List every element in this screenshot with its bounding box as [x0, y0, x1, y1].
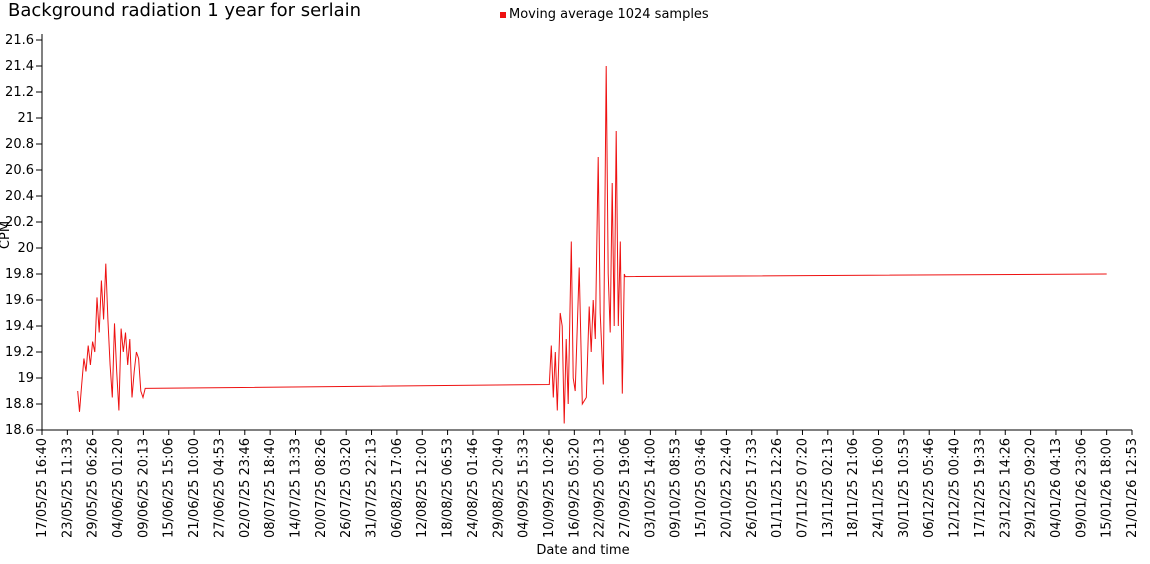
x-tick-label: 18/11/25 21:06 — [846, 438, 861, 538]
line-series — [77, 65, 1107, 424]
y-tick-label: 19.4 — [5, 319, 34, 334]
x-tick-label: 17/12/25 19:33 — [973, 438, 988, 538]
x-tick-label: 29/12/25 09:20 — [1024, 438, 1039, 538]
y-tick-label: 20.2 — [5, 215, 34, 230]
x-tick-label: 21/06/25 10:00 — [187, 438, 202, 538]
x-tick-label: 02/07/25 23:46 — [238, 438, 253, 538]
x-tick-label: 27/06/25 04:53 — [212, 438, 227, 538]
x-tick-label: 26/10/25 17:33 — [745, 438, 760, 538]
x-tick-label: 31/07/25 22:13 — [365, 438, 380, 538]
x-tick-label: 09/01/26 23:06 — [1074, 438, 1089, 538]
y-tick-label: 21.4 — [5, 59, 34, 74]
y-tick-label: 20.4 — [5, 189, 34, 204]
x-tick-label: 18/08/25 06:53 — [441, 438, 456, 538]
x-tick-label: 09/10/25 08:53 — [669, 438, 684, 538]
x-tick-label: 15/10/25 03:46 — [694, 438, 709, 538]
x-tick-label: 01/11/25 12:26 — [770, 438, 785, 538]
x-tick-label: 17/05/25 16:40 — [35, 438, 50, 538]
x-tick-label: 06/08/25 17:06 — [390, 438, 405, 538]
x-tick-label: 24/11/25 16:00 — [872, 438, 887, 538]
x-tick-label: 13/11/25 02:13 — [821, 438, 836, 538]
legend-label: Moving average 1024 samples — [509, 7, 709, 22]
x-tick-label: 04/06/25 01:20 — [111, 438, 126, 538]
x-tick-label: 10/09/25 10:26 — [542, 438, 557, 538]
x-tick-label: 29/05/25 06:26 — [86, 438, 101, 538]
x-tick-label: 23/12/25 14:26 — [998, 438, 1013, 538]
x-tick-label: 21/01/26 12:53 — [1125, 438, 1140, 538]
x-tick-label: 04/01/26 04:13 — [1049, 438, 1064, 538]
x-tick-label: 30/11/25 10:53 — [897, 438, 912, 538]
y-tick-label: 19 — [17, 371, 34, 386]
y-tick-label: 21 — [17, 111, 34, 126]
x-tick-label: 12/12/25 00:40 — [948, 438, 963, 538]
x-tick-label: 06/12/25 05:46 — [922, 438, 937, 538]
y-tick-label: 19.2 — [5, 345, 34, 360]
x-tick-label: 09/06/25 20:13 — [136, 438, 151, 538]
x-tick-label: 20/10/25 22:40 — [719, 438, 734, 538]
x-tick-label: 20/07/25 08:26 — [314, 438, 329, 538]
x-tick-label: 15/06/25 15:06 — [162, 438, 177, 538]
x-tick-label: 07/11/25 07:20 — [795, 438, 810, 538]
y-tick-label: 21.6 — [5, 33, 34, 48]
y-tick-label: 18.8 — [5, 397, 34, 412]
x-tick-label: 03/10/25 14:00 — [643, 438, 658, 538]
y-tick-label: 18.6 — [5, 423, 34, 438]
x-tick-label: 24/08/25 01:46 — [466, 438, 481, 538]
x-tick-label: 27/09/25 19:06 — [618, 438, 633, 538]
x-tick-label: 16/09/25 05:20 — [567, 438, 582, 538]
y-tick-label: 21.2 — [5, 85, 34, 100]
x-tick-label: 29/08/25 20:40 — [491, 438, 506, 538]
x-tick-label: 12/08/25 12:00 — [415, 438, 430, 538]
x-tick-label: 08/07/25 18:40 — [263, 438, 278, 538]
x-tick-label: 14/07/25 13:33 — [288, 438, 303, 538]
chart-title: Background radiation 1 year for serlain — [8, 0, 361, 21]
x-tick-label: 15/01/26 18:00 — [1100, 438, 1115, 538]
x-tick-label: 23/05/25 11:33 — [60, 438, 75, 538]
y-tick-label: 19.8 — [5, 267, 34, 282]
y-axis-label: CPM — [0, 221, 13, 249]
x-tick-label: 26/07/25 03:20 — [339, 438, 354, 538]
y-tick-label: 19.6 — [5, 293, 34, 308]
legend-swatch — [500, 12, 506, 18]
x-tick-label: 04/09/25 15:33 — [517, 438, 532, 538]
y-tick-label: 20.6 — [5, 163, 34, 178]
x-tick-label: 22/09/25 00:13 — [593, 438, 608, 538]
y-tick-label: 20 — [17, 241, 34, 256]
y-tick-label: 20.8 — [5, 137, 34, 152]
x-axis-label: Date and time — [536, 543, 629, 558]
